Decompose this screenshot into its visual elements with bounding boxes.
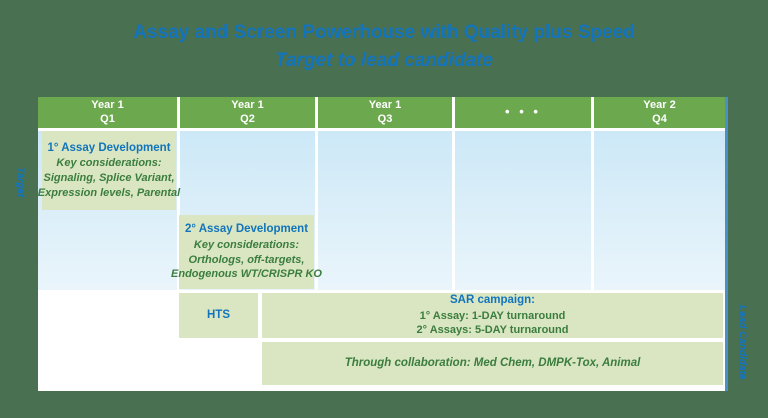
timeline-table: Year 1 Q1 Year 1 Q2 Year 1 Q3 • • • Year… <box>38 97 728 391</box>
secondary-assay-line: Endogenous WT/CRISPR KO <box>171 268 322 281</box>
column-separator <box>452 131 455 290</box>
table-right-border <box>725 97 728 391</box>
column-separator <box>177 131 180 290</box>
hts-title: HTS <box>207 308 230 321</box>
header-year2-q4: Year 2 Q4 <box>594 97 725 128</box>
header-quarter-label: Q1 <box>100 112 115 125</box>
secondary-assay-line: Orthologs, off-targets, <box>188 253 305 266</box>
slide-subtitle: Target to lead candidate <box>275 50 493 71</box>
header-year1-q1: Year 1 Q1 <box>38 97 177 128</box>
header-year-label: Year 1 <box>231 98 264 111</box>
sar-campaign-cell: SAR campaign: 1° Assay: 1-DAY turnaround… <box>262 293 723 338</box>
primary-assay-line: Expression levels, Parental <box>37 186 181 199</box>
header-ellipsis: • • • <box>455 97 591 128</box>
primary-assay-line: Signaling, Splice Variant, <box>43 172 175 184</box>
slide-title: Assay and Screen Powerhouse with Quality… <box>133 22 635 43</box>
target-side-label: Target <box>8 143 32 221</box>
target-side-label-text: Target <box>14 166 26 198</box>
header-year-label: Year 2 <box>643 98 676 111</box>
sar-campaign-line: 1° Assay: 1-DAY turnaround <box>419 309 566 322</box>
lead-candidate-side-label: Lead Candidate <box>730 292 754 392</box>
sar-campaign-line: 2° Assays: 5-DAY turnaround <box>416 324 569 337</box>
secondary-assay-development-cell: 2° Assay Development Key considerations:… <box>171 215 322 289</box>
ellipsis-dots: • • • <box>505 104 541 120</box>
column-separator <box>315 131 318 290</box>
hts-cell: HTS <box>179 293 258 338</box>
primary-assay-development-cell: 1° Assay Development Key considerations:… <box>38 131 180 210</box>
secondary-assay-title: 2° Assay Development <box>184 223 309 236</box>
sar-campaign-title: SAR campaign: <box>450 294 535 307</box>
header-year-label: Year 1 <box>91 98 124 111</box>
secondary-assay-line: Key considerations: <box>193 238 300 251</box>
primary-assay-line: Key considerations: <box>56 157 162 170</box>
header-quarter-label: Q2 <box>240 112 255 125</box>
header-year1-q3: Year 1 Q3 <box>318 97 452 128</box>
header-quarter-label: Q3 <box>377 112 393 125</box>
lead-candidate-side-label-text: Lead Candidate <box>736 304 748 380</box>
header-quarter-label: Q4 <box>652 112 667 125</box>
header-year1-q2: Year 1 Q2 <box>180 97 315 128</box>
header-year-label: Year 1 <box>368 98 402 111</box>
collaboration-line: Through collaboration: Med Chem, DMPK-To… <box>344 356 641 369</box>
column-separator <box>591 131 594 290</box>
collaboration-cell: Through collaboration: Med Chem, DMPK-To… <box>262 342 723 385</box>
primary-assay-title: 1° Assay Development <box>47 141 171 154</box>
